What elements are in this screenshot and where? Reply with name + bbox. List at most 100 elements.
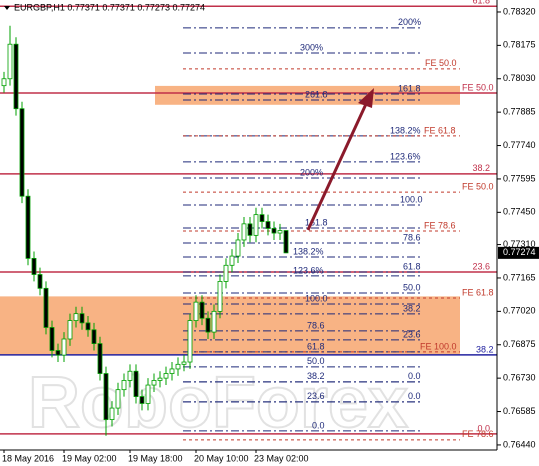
- candle-body: [73, 313, 79, 321]
- candle-body: [55, 350, 61, 356]
- candle-body: [103, 373, 109, 421]
- arrow-head: [358, 88, 374, 108]
- x-tick-label: 23 May 02:00: [254, 453, 309, 463]
- level-label: FE 78.6: [462, 429, 494, 439]
- candle-body: [181, 361, 187, 365]
- y-tick-label: 0.77885: [503, 107, 536, 117]
- x-tick-label: 19 May 02:00: [62, 453, 117, 463]
- price-box: [498, 246, 539, 259]
- menu-icon: [4, 6, 10, 10]
- level-label: 61.8: [307, 341, 325, 351]
- level-label: 100.0: [400, 194, 423, 204]
- candle-body: [7, 43, 13, 80]
- candle-body: [271, 228, 277, 234]
- level-label: 23.6: [403, 329, 421, 339]
- candle-body: [1, 78, 7, 87]
- candle-body: [13, 43, 19, 110]
- level-label: FE 61.8: [462, 287, 494, 297]
- candle-body: [205, 317, 211, 333]
- x-tick-label: 20 May 10:00: [194, 453, 249, 463]
- candle-body: [25, 195, 31, 259]
- level-label: 38.2: [307, 371, 325, 381]
- candle-body: [49, 327, 55, 351]
- candle-body: [85, 322, 91, 331]
- candle-body: [139, 396, 145, 404]
- level-label: 138.2%: [390, 125, 421, 135]
- level-label: 38.2: [472, 163, 490, 173]
- level-label: 123.6%: [293, 265, 324, 275]
- candle-body: [67, 320, 73, 340]
- x-tick-label: 18 May 2016: [2, 453, 54, 463]
- candle-body: [187, 320, 193, 363]
- level-label: 0.0: [312, 420, 325, 430]
- level-label: 300%: [300, 42, 323, 52]
- candle-body: [97, 343, 103, 374]
- level-label: 161.8: [398, 83, 421, 93]
- y-tick-label: 0.77020: [503, 306, 536, 316]
- y-tick-label: 0.76875: [503, 339, 536, 349]
- y-tick-label: 0.77165: [503, 272, 536, 282]
- candle-body: [19, 108, 25, 197]
- level-label: 23.6: [307, 391, 325, 401]
- level-label: 123.6%: [390, 151, 421, 161]
- level-label: 200%: [300, 167, 323, 177]
- level-label: 161.8: [305, 217, 328, 227]
- candle-body: [175, 363, 181, 370]
- y-tick-label: 0.78030: [503, 73, 536, 83]
- candle-body: [229, 255, 235, 266]
- y-tick-label: 0.77740: [503, 140, 536, 150]
- level-label: FE 50.0: [425, 58, 457, 68]
- current-price: 0.77274: [503, 247, 536, 257]
- candle-body: [61, 338, 67, 356]
- level-label: 38.2: [403, 303, 421, 313]
- zone: [0, 296, 460, 355]
- y-tick-label: 0.76730: [503, 373, 536, 383]
- candle-body: [259, 214, 265, 222]
- candle-body: [145, 384, 151, 404]
- candle-body: [217, 281, 223, 312]
- level-label: FE 50.0: [462, 82, 494, 92]
- candle-body: [253, 214, 259, 236]
- candle-body: [79, 313, 85, 324]
- level-label: 50.0: [403, 282, 421, 292]
- candle-body: [235, 239, 241, 257]
- y-tick-label: 0.77450: [503, 207, 536, 217]
- candle-body: [247, 223, 253, 236]
- y-tick-label: 0.77310: [503, 239, 536, 249]
- candle-body: [109, 407, 115, 421]
- candle-body: [163, 373, 169, 379]
- level-label: 0.0: [408, 371, 421, 381]
- candle-body: [211, 310, 217, 333]
- level-label: 78.6: [403, 232, 421, 242]
- level-label: FE 61.8: [424, 125, 456, 135]
- level-label: 38.2: [476, 344, 494, 354]
- candle-body: [127, 370, 133, 381]
- level-label: FE 50.0: [462, 181, 494, 191]
- y-tick-label: 0.78320: [503, 6, 536, 16]
- level-label: 138.2%: [293, 246, 324, 256]
- y-tick-label: 0.76440: [503, 439, 536, 449]
- watermark: RoboForex: [28, 363, 408, 443]
- candle-body: [283, 230, 289, 254]
- x-tick-label: 19 May 18:00: [128, 453, 183, 463]
- candle-body: [223, 264, 229, 282]
- chart-title: EURGBP,H1 0.77371 0.77371 0.77273 0.7727…: [14, 2, 205, 12]
- level-label: 23.6: [472, 261, 490, 271]
- level-label: 78.6: [307, 320, 325, 330]
- candle-body: [31, 257, 37, 275]
- candle-body: [37, 274, 43, 289]
- candle-body: [115, 389, 121, 409]
- candle-body: [91, 329, 97, 345]
- level-label: 200%: [398, 17, 421, 27]
- level-label: 0.0: [408, 391, 421, 401]
- candle-body: [133, 370, 139, 397]
- candle-body: [193, 301, 199, 321]
- level-label: 100.0: [305, 293, 328, 303]
- y-tick-label: 0.78175: [503, 40, 536, 50]
- forecast-arrow: [306, 103, 368, 231]
- candle-body: [241, 223, 247, 241]
- y-tick-label: 0.77595: [503, 173, 536, 183]
- candle-body: [169, 368, 175, 374]
